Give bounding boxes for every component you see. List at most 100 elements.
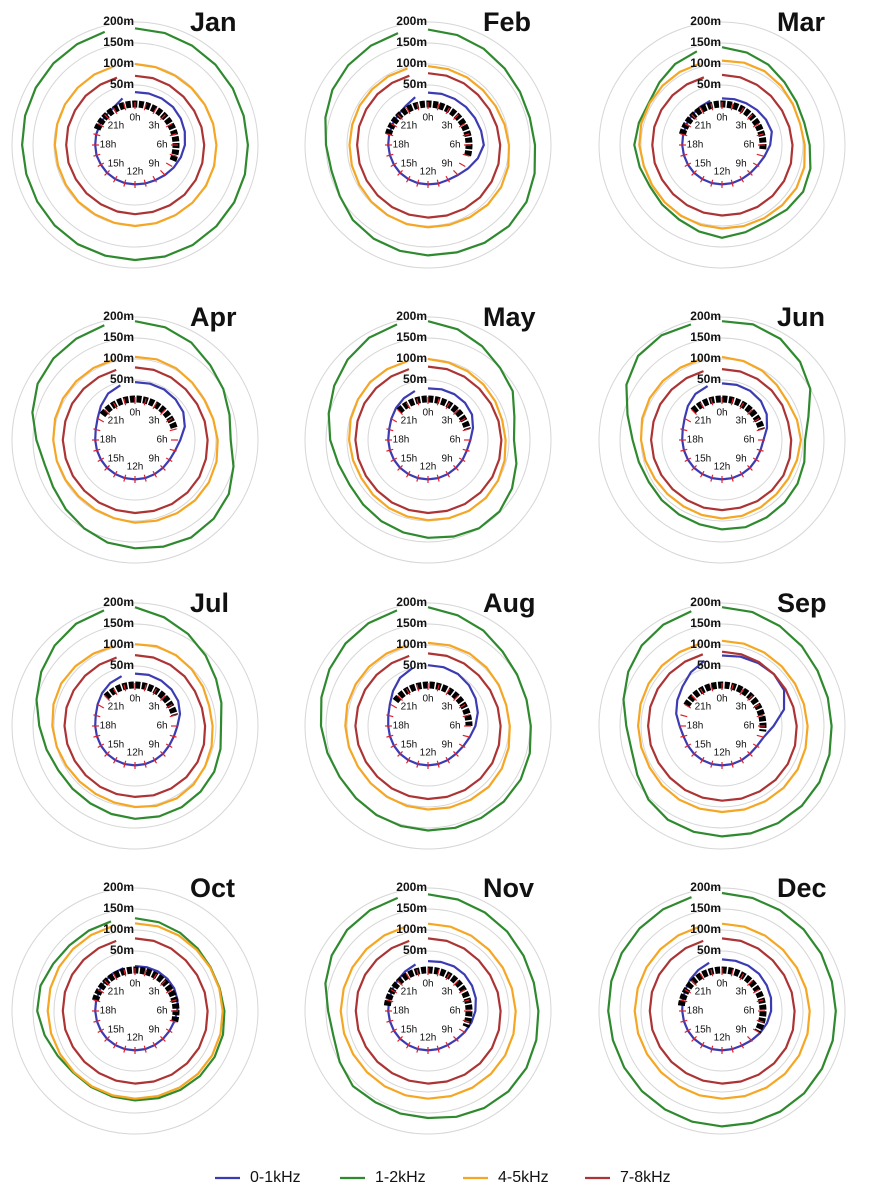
hour-tick: [104, 170, 110, 176]
grid-circle: [661, 84, 783, 206]
radius-label: 50m: [697, 943, 721, 957]
series-line: [648, 937, 796, 1085]
radius-label: 150m: [103, 330, 134, 344]
hour-tick: [112, 973, 118, 981]
series-line: [348, 357, 507, 522]
hour-tick: [462, 1019, 470, 1023]
hour-label: 12h: [127, 1033, 144, 1044]
grid-circle: [598, 21, 846, 269]
series-line: [324, 28, 537, 257]
night-arc: [683, 681, 767, 732]
grid-circle: [619, 623, 825, 829]
series-line: [339, 922, 517, 1100]
hour-tick: [453, 409, 459, 415]
hour-tick: [462, 999, 470, 1003]
radius-label: 200m: [396, 595, 427, 609]
hour-tick: [691, 1036, 697, 1042]
series-line: [639, 355, 802, 520]
grid-circle: [661, 379, 783, 501]
hour-tick: [699, 175, 705, 183]
grid-circle: [32, 623, 238, 829]
hour-tick: [405, 175, 411, 183]
hour-tick: [165, 1028, 173, 1034]
hour-tick: [123, 474, 127, 482]
radius-label: 50m: [697, 77, 721, 91]
hour-label: 18h: [393, 140, 410, 151]
radius-label: 100m: [103, 351, 134, 365]
hour-tick: [747, 170, 753, 176]
radius-label: 150m: [396, 616, 427, 630]
grid-circle: [74, 84, 196, 206]
night-arc: [92, 966, 180, 1023]
hour-label: 18h: [100, 1006, 117, 1017]
hour-tick: [756, 999, 764, 1003]
hour-tick: [160, 1036, 166, 1042]
hour-tick: [93, 1019, 101, 1023]
hour-tick: [680, 448, 688, 452]
hour-label: 12h: [127, 462, 144, 473]
hour-tick: [169, 999, 177, 1003]
grid-circle: [325, 337, 531, 543]
hour-tick: [160, 114, 166, 120]
hour-label: 21h: [695, 416, 712, 427]
hour-tick: [169, 1019, 177, 1023]
hour-label: 12h: [714, 1033, 731, 1044]
grid-circle: [367, 379, 489, 501]
hour-tick: [397, 695, 403, 701]
hour-tick: [710, 969, 714, 977]
series-line: [344, 641, 511, 811]
radius-label: 200m: [103, 880, 134, 894]
hour-tick: [730, 684, 734, 692]
grid-circle: [619, 42, 825, 248]
hour-tick: [699, 756, 705, 764]
hour-label: 18h: [687, 435, 704, 446]
series-line: [63, 654, 207, 798]
panel-title: Dec: [777, 873, 827, 903]
radius-label: 150m: [690, 616, 721, 630]
hour-tick: [152, 107, 158, 115]
hour-tick: [445, 107, 451, 115]
radius-label: 100m: [103, 637, 134, 651]
hour-tick: [123, 684, 127, 692]
hour-label: 3h: [149, 121, 160, 132]
hour-tick: [458, 1028, 466, 1034]
hour-label: 0h: [129, 694, 140, 705]
grid-circle: [619, 337, 825, 543]
series-line: [622, 606, 833, 838]
hour-tick: [436, 103, 440, 111]
hour-tick: [699, 107, 705, 115]
hour-tick: [169, 153, 177, 157]
hour-label: 21h: [401, 987, 418, 998]
hour-label: 12h: [420, 167, 437, 178]
hour-label: 18h: [393, 435, 410, 446]
hour-tick: [756, 714, 764, 718]
radius-label: 150m: [690, 330, 721, 344]
series-line: [633, 922, 811, 1100]
hour-label: 9h: [442, 454, 453, 465]
hour-label: 15h: [401, 454, 418, 465]
radius-label: 50m: [403, 658, 427, 672]
hour-label: 21h: [401, 121, 418, 132]
hour-tick: [93, 734, 101, 738]
grid-circle: [304, 21, 552, 269]
series-line: [637, 639, 809, 814]
hour-tick: [112, 402, 118, 410]
hour-tick: [458, 703, 466, 709]
radius-label: 100m: [690, 922, 721, 936]
hour-tick: [730, 103, 734, 111]
hour-tick: [165, 122, 173, 128]
hour-tick: [739, 1041, 745, 1049]
hour-tick: [405, 973, 411, 981]
hour-tick: [104, 465, 110, 471]
hour-label: 6h: [156, 435, 167, 446]
hour-tick: [390, 417, 398, 423]
hour-tick: [405, 470, 411, 478]
series-line: [651, 73, 794, 217]
night-arc: [679, 100, 767, 151]
radius-label: 200m: [103, 309, 134, 323]
radius-label: 200m: [396, 880, 427, 894]
hour-tick: [390, 457, 398, 463]
